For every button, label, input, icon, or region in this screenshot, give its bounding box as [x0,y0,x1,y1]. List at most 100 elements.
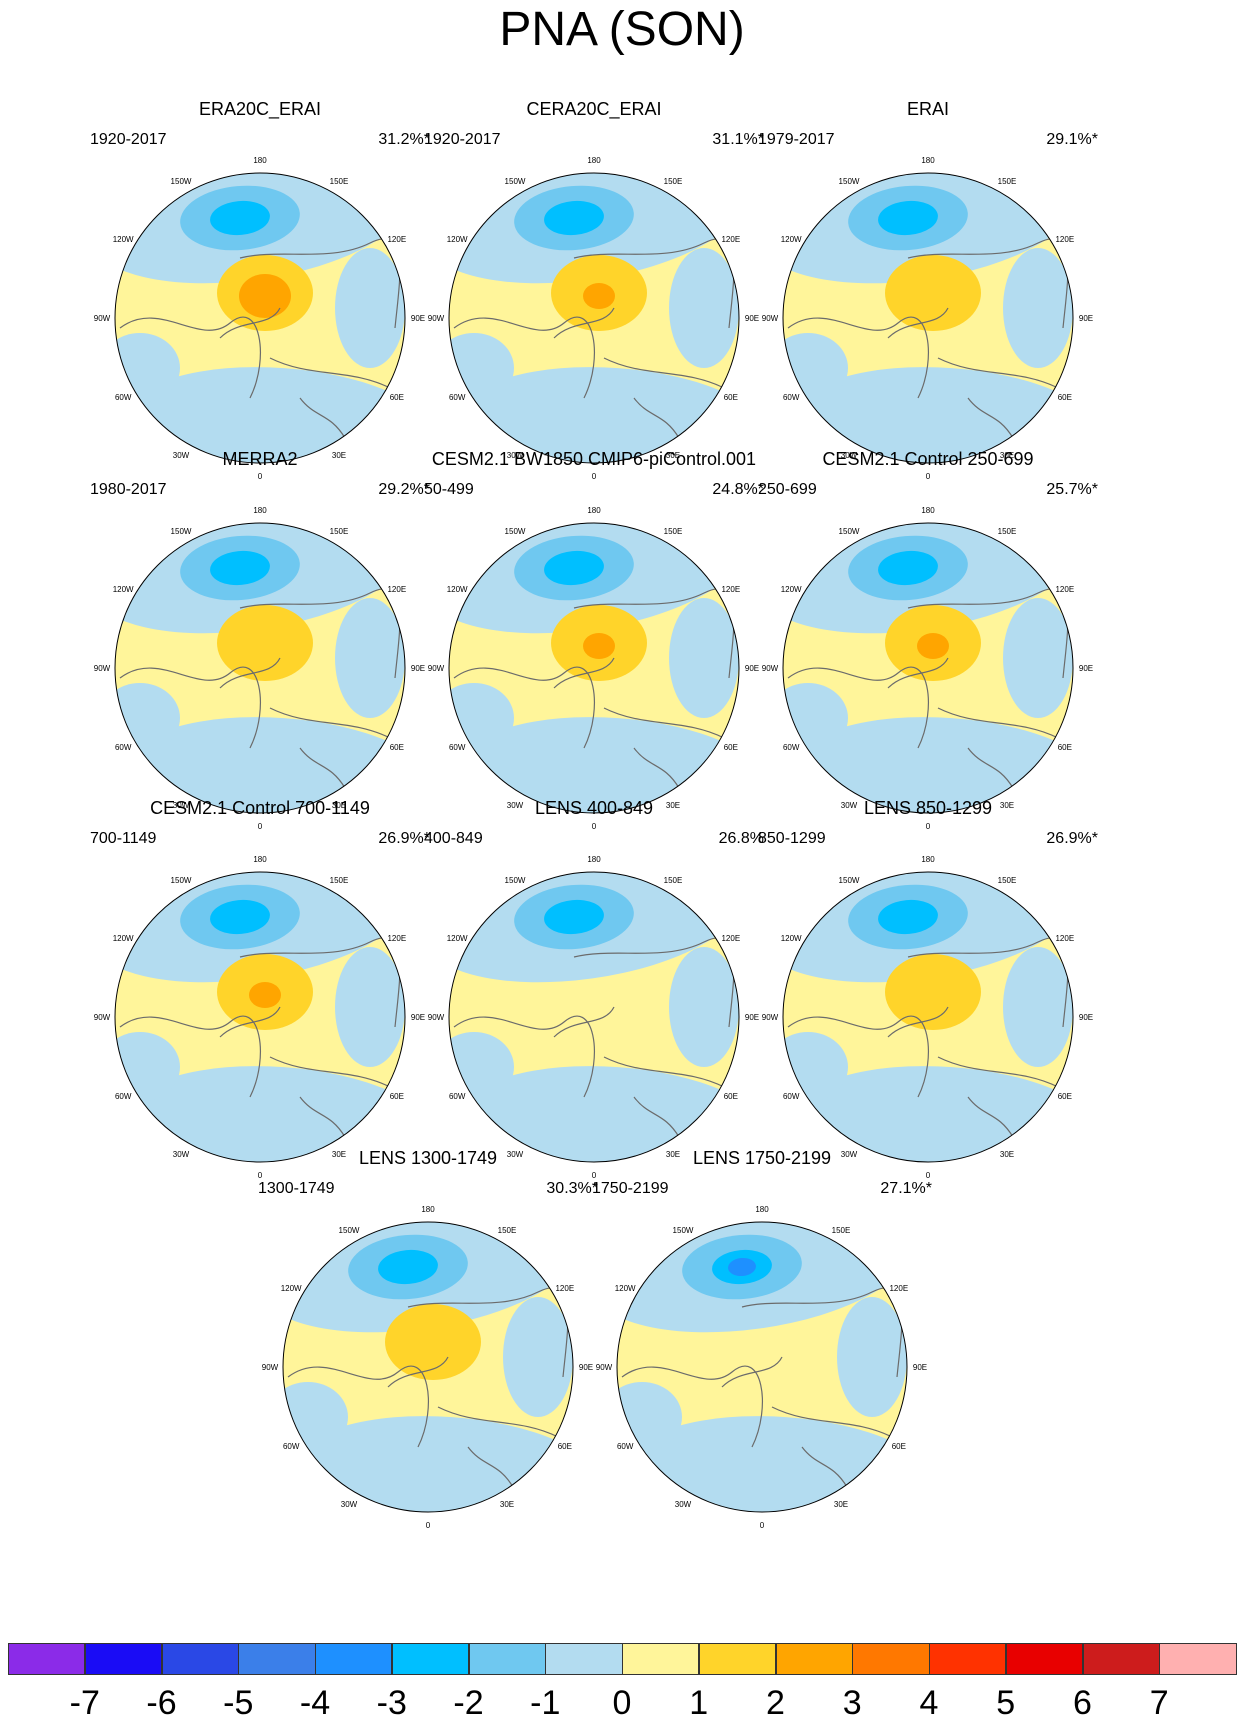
longitude-label: 90E [1079,664,1093,673]
negative-anomaly-east [1003,598,1073,718]
map-boundary [448,522,740,814]
panel-years: 250-699 [758,481,817,498]
panel-title: MERRA2 [222,449,298,469]
coastline [287,1365,429,1448]
map-boundary [282,1221,574,1513]
panel-explained-variance: 29.1%* [1046,131,1098,148]
polar-map: 180 150E 120E 90E 60E 30E 0 30W 60W 90W 120W 150W [762,156,1093,481]
longitude-label: 120W [447,235,468,244]
coastline [633,1096,680,1138]
coastline [721,1356,783,1388]
coastline [787,1015,929,1098]
longitude-label: 60E [724,1092,738,1101]
longitude-label: 180 [587,156,601,165]
longitude-label: 120W [447,585,468,594]
longitude-label: 0 [926,472,931,481]
longitude-label: 120W [113,585,134,594]
negative-anomaly-west [617,1382,682,1452]
coastline [937,707,1059,739]
coastline [119,666,261,749]
panel-explained-variance: 26.9%* [1046,830,1098,847]
panel-years: 1750-2199 [592,1180,669,1197]
longitude-label: 180 [253,506,267,515]
longitude-label: 60E [390,393,404,402]
map-boundary [114,522,406,814]
longitude-label: 60W [783,743,800,752]
map-panel: CERA20C_ERAI 1920-2017 31.1%* 180 150E 120E 90… [424,98,764,481]
arctic-high-contour [885,255,981,331]
longitude-label: 90W [762,314,779,323]
negative-anomaly-east [837,1297,907,1417]
longitude-label: 60E [892,1442,906,1451]
colorbar-swatch [622,1643,700,1675]
longitude-label: 30E [666,801,680,810]
colorbar-tick-label: 5 [996,1684,1016,1722]
coastline [907,588,1069,679]
colorbar-swatch [391,1643,469,1675]
map-boundary [448,172,740,464]
longitude-label: 90E [411,1013,425,1022]
arctic-high-core [249,982,281,1008]
longitude-label: 60W [617,1442,634,1451]
coastline [887,1006,949,1038]
colorbar-tick-label: 1 [689,1684,709,1722]
panel-explained-variance: 25.7%* [1046,481,1098,498]
map-panel: LENS 400-849 400-849 26.8% 180 150E 120E 90E 60… [424,797,764,1180]
colorbar-tick-label: 0 [612,1684,632,1722]
panel-title: CESM2.1 Control 700-1149 [150,798,370,818]
negative-anomaly-west [283,1382,348,1452]
coastline [239,238,401,329]
map-panel: MERRA2 1980-2017 29.2%* 180 150E 120E 90E 60E 30… [90,448,430,831]
coastline [967,747,1014,789]
longitude-label: 0 [592,822,597,831]
pacific-low-core [544,200,604,236]
longitude-label: 60W [115,1092,132,1101]
negative-anomaly-east [1003,947,1073,1067]
longitude-label: 90W [762,664,779,673]
longitude-label: 90W [428,1013,445,1022]
longitude-label: 150E [664,527,683,536]
coastline [239,937,401,1028]
coastline [269,357,391,389]
panel-title: LENS 1750-2199 [692,1148,832,1168]
polar-map: 180 150E 120E 90E 60E 30E 0 30W 60W 90W 120W 150W [762,855,1093,1180]
colorbar-tick-label: -1 [530,1684,561,1722]
colorbar-tick-label: -4 [299,1684,331,1722]
colorbar-tick-label: 3 [842,1684,862,1722]
longitude-label: 120E [1055,235,1074,244]
longitude-label: 30E [1000,1150,1014,1159]
polar-map: 180 150E 120E 90E 60E 30E 0 30W 60W 90W 120W 150W [262,1205,593,1530]
negative-anomaly-east [335,947,405,1067]
coastline [573,238,735,329]
longitude-label: 60E [1058,393,1072,402]
map-boundary [616,1221,908,1513]
coastline [573,937,735,1028]
longitude-label: 150E [998,876,1017,885]
longitude-label: 90W [762,1013,779,1022]
panel-years: 1920-2017 [90,131,167,148]
map-panel: LENS 850-1299 850-1299 26.9%* 180 150E 120E 90… [758,797,1098,1180]
panel-years: 1980-2017 [90,481,167,498]
longitude-label: 60W [283,1442,300,1451]
map-panel: LENS 1750-2199 1750-2199 27.1%* 180 150E 120E… [592,1147,932,1530]
longitude-label: 60W [783,1092,800,1101]
negative-anomaly-east [1003,248,1073,368]
coastline [239,588,401,679]
longitude-label: 0 [926,822,931,831]
map-boundary [782,172,1074,464]
coastline [269,707,391,739]
longitude-label: 120W [281,1284,302,1293]
coastline [633,397,680,439]
longitude-label: 60E [724,393,738,402]
coastline [553,657,615,689]
map-boundary [782,871,1074,1163]
coastline [633,747,680,789]
negative-anomaly-west [449,333,514,403]
longitude-label: 90W [262,1363,279,1372]
longitude-label: 150E [998,527,1017,536]
pacific-low-core [210,200,270,236]
pacific-low-core [878,200,938,236]
longitude-label: 0 [426,1521,431,1530]
polar-map: 180 150E 120E 90E 60E 30E 0 30W 60W 90W 120W 150W [596,1205,927,1530]
